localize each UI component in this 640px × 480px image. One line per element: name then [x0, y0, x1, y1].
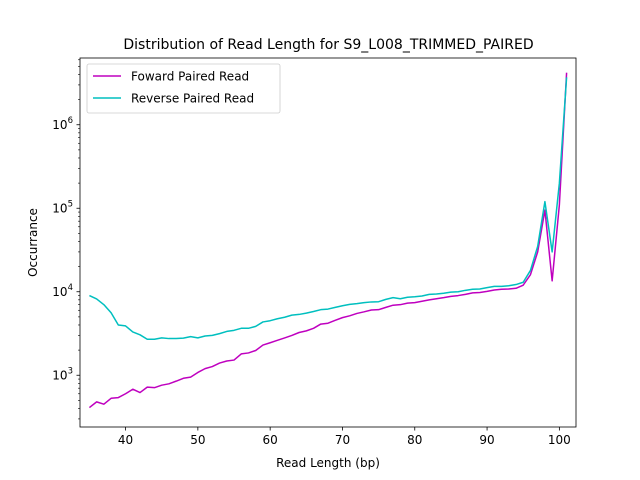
y-axis: 103 104 105 106	[52, 59, 80, 420]
x-tick-label: 70	[335, 433, 350, 447]
x-tick-label: 50	[190, 433, 205, 447]
legend-items: Foward Paired Read Reverse Paired Read	[93, 70, 254, 106]
legend: Foward Paired Read Reverse Paired Read	[86, 63, 281, 114]
y-axis-label: Occurrance	[26, 208, 40, 277]
series-line-reverse	[89, 77, 568, 340]
chart-title: Distribution of Read Length for S9_L008_…	[123, 37, 533, 53]
x-axis-label: Read Length (bp)	[276, 456, 380, 470]
x-axis: 40 50 60 70 80 90 100	[118, 427, 571, 447]
plot-area	[88, 72, 568, 409]
plot-frame	[79, 57, 577, 428]
legend-label: Reverse Paired Read	[131, 92, 254, 106]
y-tick-label: 105	[52, 200, 73, 216]
x-tick-label: 80	[407, 433, 422, 447]
y-tick-label: 103	[52, 367, 73, 383]
x-tick-label: 100	[548, 433, 571, 447]
legend-box	[86, 63, 281, 114]
x-tick-label: 60	[263, 433, 278, 447]
x-tick-label: 90	[479, 433, 494, 447]
legend-label: Foward Paired Read	[131, 70, 249, 84]
y-tick-label: 104	[52, 283, 73, 299]
series-line-forward	[88, 72, 568, 409]
y-tick-label: 106	[52, 116, 73, 132]
x-tick-label: 40	[118, 433, 133, 447]
